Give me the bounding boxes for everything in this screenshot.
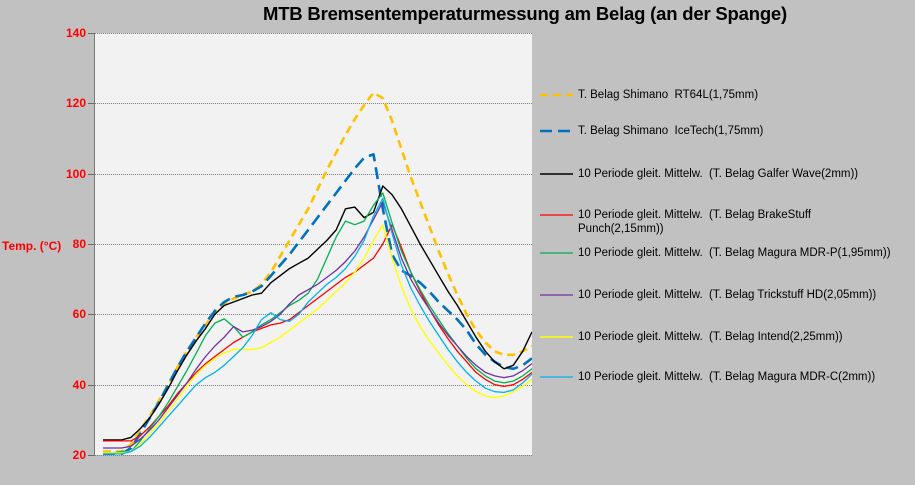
legend-line-sample-1 (540, 129, 573, 133)
gridline-120 (94, 103, 532, 104)
legend-line-sample-5 (540, 294, 573, 296)
series-layer (103, 91, 532, 455)
tick-mark-140 (88, 33, 94, 34)
legend-line-sample-4 (540, 252, 573, 254)
legend-label-4: 10 Periode gleit. Mittelw. (T. Belag Mag… (578, 247, 891, 259)
gridline-100 (94, 174, 532, 175)
gridline-20 (94, 455, 532, 456)
y-axis-title: Temp. (°C) (2, 239, 62, 253)
y-axis-line (94, 33, 95, 456)
series-line-5 (103, 201, 532, 449)
y-tick-label-40: 40 (72, 378, 86, 392)
legend-label-3: 10 Periode gleit. Mittelw. (T. Belag Bra… (578, 209, 812, 235)
legend-line-sample-0 (540, 93, 573, 97)
series-line-2 (103, 185, 532, 441)
series-line-7 (103, 197, 532, 455)
y-tick-label-140: 140 (65, 26, 86, 40)
legend: T. Belag Shimano RT64L(1,75mm) T. Belag S… (540, 0, 912, 485)
series-line-3 (103, 224, 532, 442)
gridline-40 (94, 385, 532, 386)
y-tick-label-100: 100 (65, 167, 86, 181)
tick-mark-60 (88, 314, 94, 315)
legend-line-sample-6 (540, 336, 573, 338)
tick-mark-20 (88, 455, 94, 456)
gridline-60 (94, 314, 532, 315)
legend-label-5: 10 Periode gleit. Mittelw. (T. Belag Tri… (578, 289, 877, 301)
y-tick-label-20: 20 (72, 448, 86, 462)
tick-mark-120 (88, 103, 94, 104)
y-tick-label-80: 80 (72, 237, 86, 251)
legend-label-2: 10 Periode gleit. Mittelw. (T. Belag Gal… (578, 168, 859, 180)
legend-label-7: 10 Periode gleit. Mittelw. (T. Belag Mag… (578, 371, 876, 383)
legend-label-1: T. Belag Shimano IceTech(1,75mm) (578, 125, 764, 137)
series-line-6 (103, 223, 532, 454)
tick-mark-80 (88, 244, 94, 245)
gridline-80 (94, 244, 532, 245)
tick-mark-100 (88, 174, 94, 175)
legend-line-sample-2 (540, 173, 573, 175)
y-tick-label-120: 120 (65, 96, 86, 110)
chart-title: MTB Bremsentemperaturmessung am Belag (a… (263, 3, 787, 24)
legend-label-0: T. Belag Shimano RT64L(1,75mm) (578, 89, 759, 101)
series-line-0 (103, 91, 532, 453)
gridline-140 (94, 33, 532, 34)
series-line-1 (103, 153, 532, 455)
tick-mark-40 (88, 385, 94, 386)
y-tick-label-60: 60 (72, 307, 86, 321)
legend-line-sample-7 (540, 376, 573, 378)
legend-line-sample-3 (540, 214, 573, 216)
legend-label-6: 10 Periode gleit. Mittelw. (T. Belag Int… (578, 331, 843, 343)
